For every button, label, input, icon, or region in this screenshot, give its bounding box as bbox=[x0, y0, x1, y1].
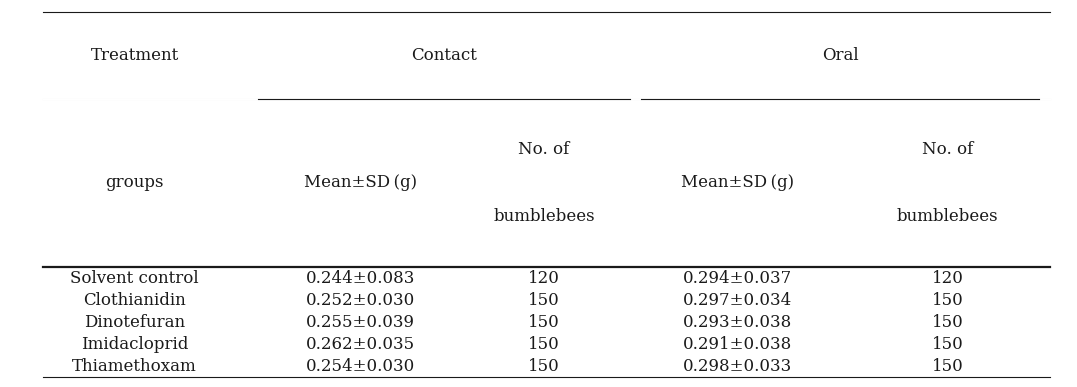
Text: 0.291±0.038: 0.291±0.038 bbox=[683, 336, 793, 353]
Text: bumblebees: bumblebees bbox=[897, 208, 998, 225]
Text: 0.294±0.037: 0.294±0.037 bbox=[683, 270, 793, 286]
Text: bumblebees: bumblebees bbox=[493, 208, 595, 225]
Text: Solvent control: Solvent control bbox=[70, 270, 199, 286]
Text: 0.254±0.030: 0.254±0.030 bbox=[306, 358, 416, 375]
Text: Mean±SD (g): Mean±SD (g) bbox=[681, 175, 795, 191]
Text: 150: 150 bbox=[528, 336, 560, 353]
Text: 0.293±0.038: 0.293±0.038 bbox=[683, 314, 793, 330]
Text: 150: 150 bbox=[932, 314, 964, 330]
Text: 150: 150 bbox=[932, 336, 964, 353]
Text: 120: 120 bbox=[528, 270, 560, 286]
Text: Mean±SD (g): Mean±SD (g) bbox=[304, 175, 418, 191]
Text: Imidacloprid: Imidacloprid bbox=[81, 336, 188, 353]
Text: 0.252±0.030: 0.252±0.030 bbox=[306, 292, 416, 308]
Text: 0.297±0.034: 0.297±0.034 bbox=[683, 292, 793, 308]
Text: 150: 150 bbox=[528, 292, 560, 308]
Text: 150: 150 bbox=[932, 358, 964, 375]
Text: groups: groups bbox=[106, 175, 164, 191]
Text: No. of: No. of bbox=[922, 141, 974, 158]
Text: 0.262±0.035: 0.262±0.035 bbox=[306, 336, 416, 353]
Text: Treatment: Treatment bbox=[90, 47, 179, 63]
Text: 150: 150 bbox=[528, 358, 560, 375]
Text: Dinotefuran: Dinotefuran bbox=[84, 314, 185, 330]
Text: 0.244±0.083: 0.244±0.083 bbox=[306, 270, 416, 286]
Text: 120: 120 bbox=[932, 270, 964, 286]
Text: Clothianidin: Clothianidin bbox=[83, 292, 186, 308]
Text: 150: 150 bbox=[932, 292, 964, 308]
Text: Contact: Contact bbox=[411, 47, 477, 63]
Text: Thiamethoxam: Thiamethoxam bbox=[72, 358, 197, 375]
Text: 0.298±0.033: 0.298±0.033 bbox=[683, 358, 793, 375]
Text: No. of: No. of bbox=[518, 141, 570, 158]
Text: Oral: Oral bbox=[822, 47, 858, 63]
Text: 150: 150 bbox=[528, 314, 560, 330]
Text: 0.255±0.039: 0.255±0.039 bbox=[306, 314, 416, 330]
